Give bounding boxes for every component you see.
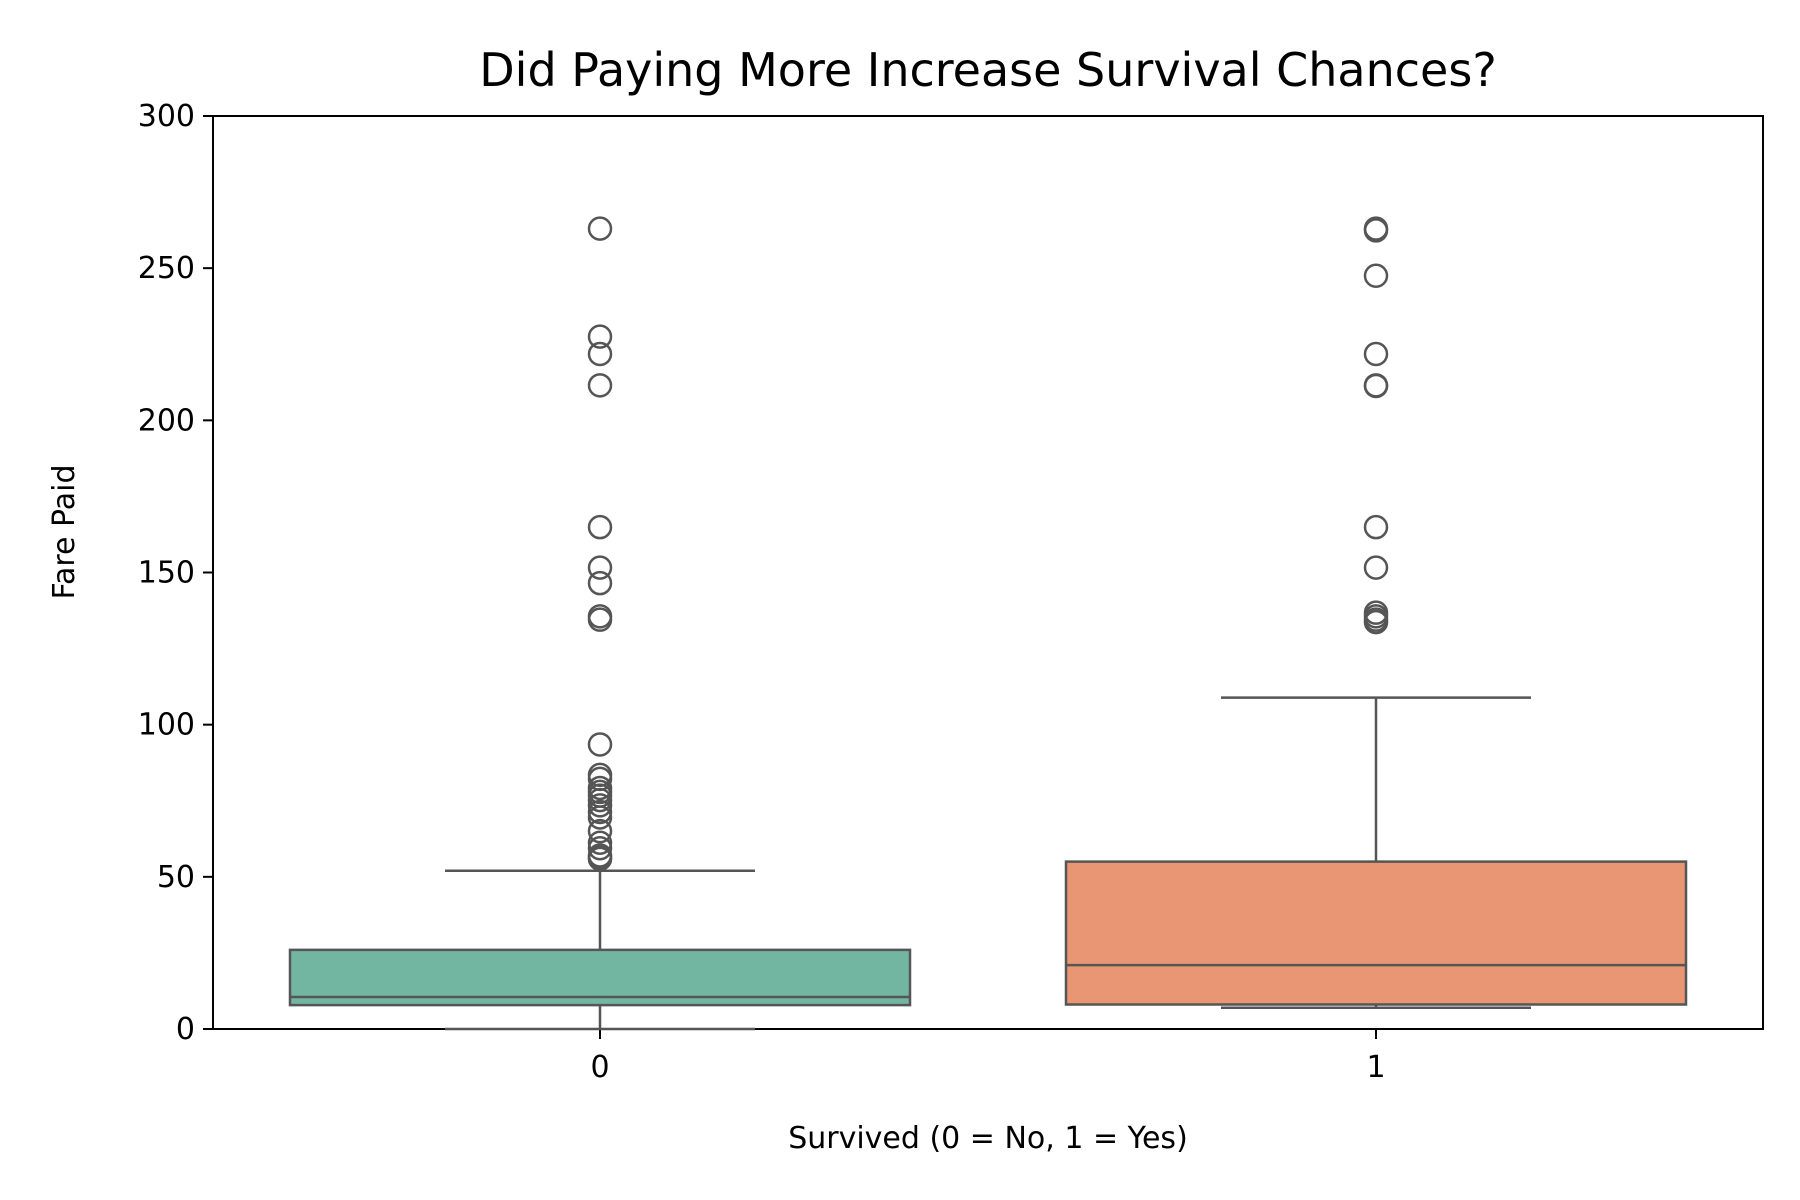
box-0-outlier-21 [587,835,613,861]
box-1-outlier-11 [1363,609,1389,635]
y-tick-label-150: 150 [138,556,195,591]
y-tick-label-50: 50 [157,860,195,895]
box-0-outlier-6 [587,570,613,596]
box-0-outlier-5 [587,555,613,580]
box-0-outlier-3 [587,373,613,398]
box-1-iqr [1064,860,1688,1006]
box-0-outlier-20 [587,830,613,855]
box-1-outlier-6 [1363,514,1389,540]
y-tick-label-100: 100 [138,708,195,743]
y-tick-label-200: 200 [138,403,195,438]
box-0-outlier-0 [587,216,613,241]
box-0-outlier-16 [587,793,613,818]
box-1-outlier-5 [1363,373,1389,399]
y-axis-title: Fare Paid [47,464,82,599]
box-0-outlier-18 [587,805,613,830]
plot-area: 0 50 100 150 200 250 300 0 1 [138,99,1764,1085]
box-1-outlier-1 [1363,218,1389,243]
box-0-outlier-19 [587,818,613,844]
box-1-outlier-2 [1363,263,1389,289]
box-0-outlier-9 [587,732,613,757]
chart-title: Did Paying More Increase Survival Chance… [479,43,1496,97]
box-0-outlier-4 [587,514,613,540]
x-axis-title: Survived (0 = No, 1 = Yes) [788,1121,1188,1156]
box-1-outlier-3 [1363,341,1389,367]
box-0-outlier-17 [587,799,613,825]
y-tick-label-300: 300 [138,99,195,134]
box-0-outlier-8 [587,607,613,632]
y-tick-label-0: 0 [176,1012,195,1047]
x-tick-label-1: 1 [1366,1050,1385,1085]
box-0-outlier-24 [587,846,613,872]
box-0-outlier-1 [587,324,613,349]
x-tick-label-0: 0 [590,1050,609,1085]
box-0-outlier-2 [587,341,613,367]
box-1-outlier-7 [1363,555,1389,580]
y-tick-label-250: 250 [138,251,195,286]
